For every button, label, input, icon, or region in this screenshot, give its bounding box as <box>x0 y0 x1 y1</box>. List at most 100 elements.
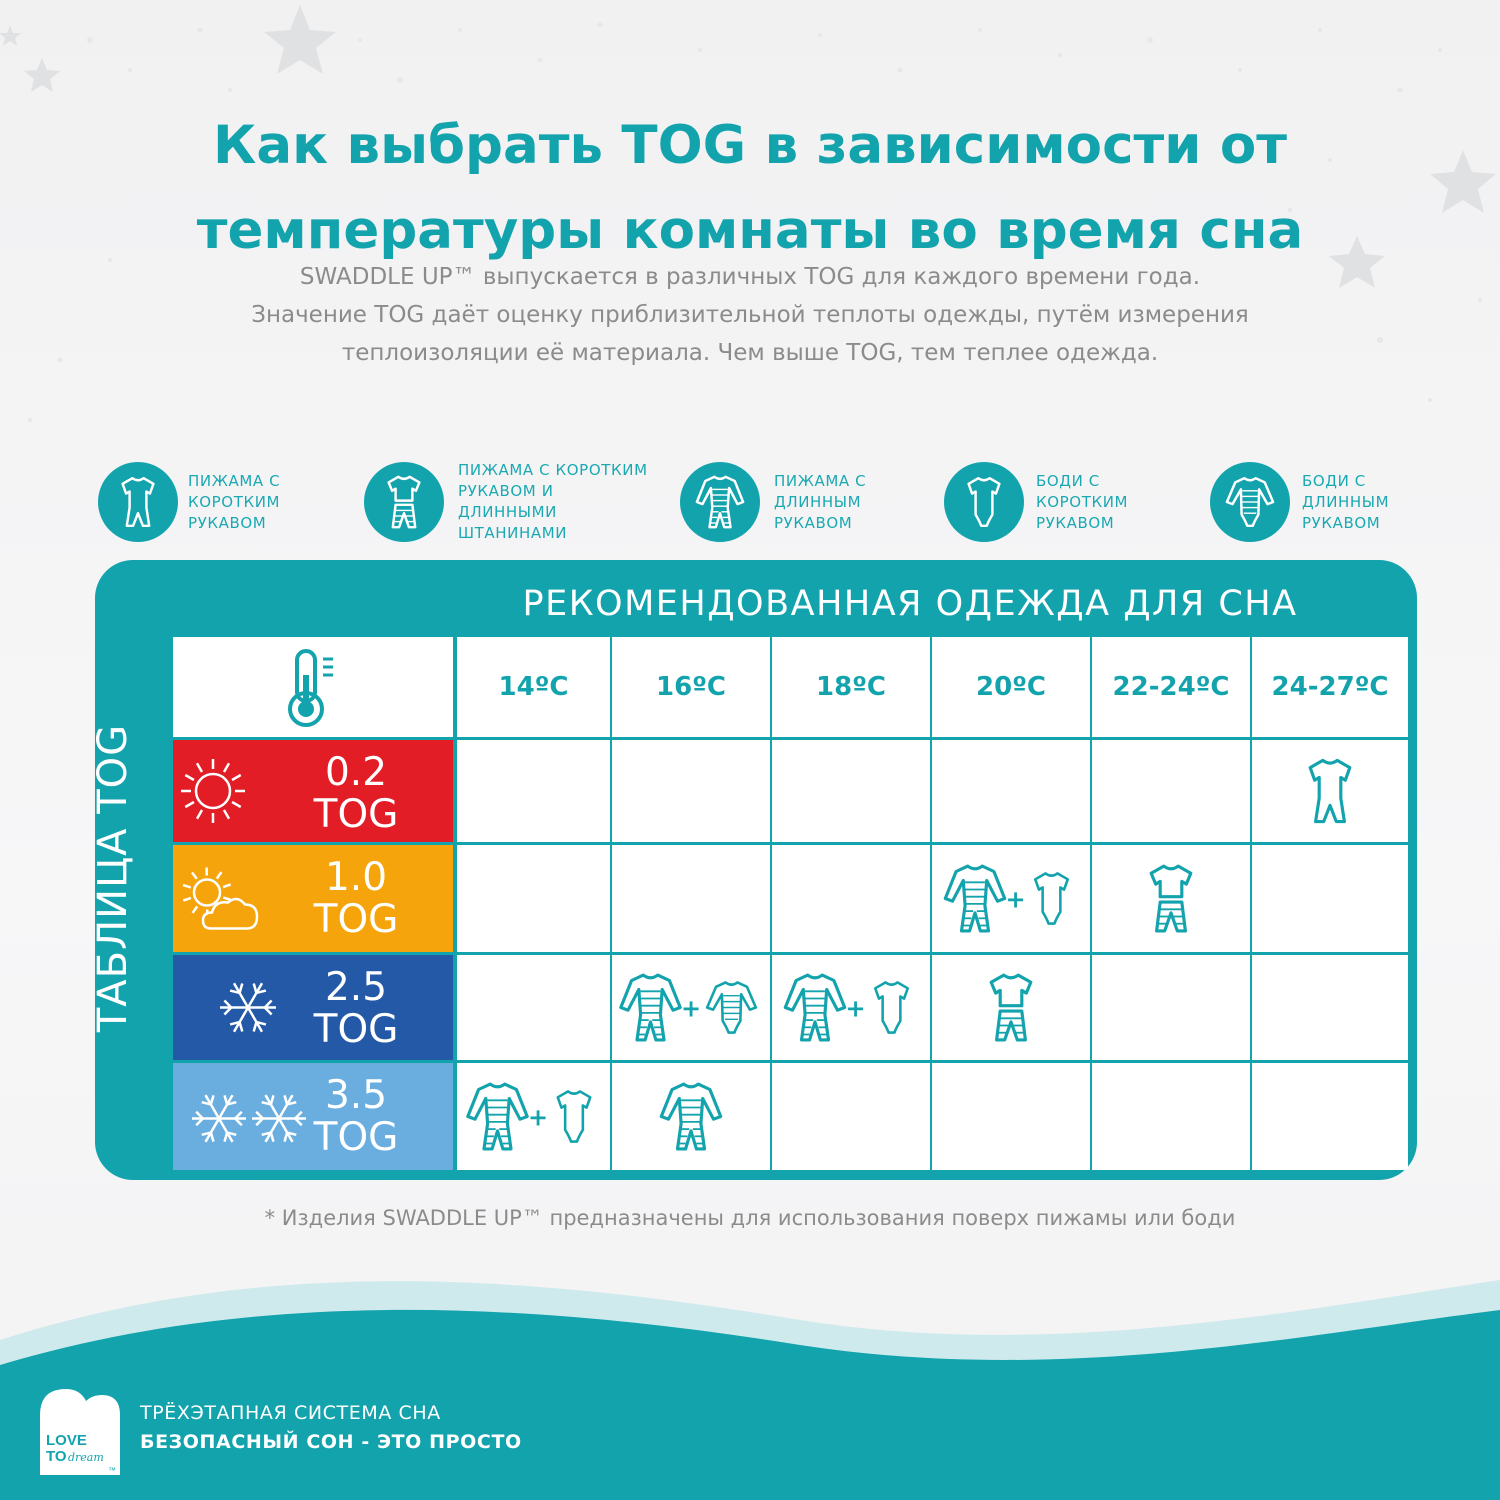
short-sleeve-bodysuit-icon <box>556 1090 592 1143</box>
table-cell <box>457 955 610 1060</box>
tog-unit: TOG <box>313 1007 399 1052</box>
love-to-dream-logo: LOVE TO dream ™ <box>40 1389 120 1475</box>
temperature-header: 16ºC <box>612 637 770 737</box>
table-cell: + <box>457 1063 610 1170</box>
star-icon <box>264 5 336 74</box>
long-sleeve-pajama-icon <box>619 973 682 1042</box>
temperature-header: 20ºC <box>932 637 1090 737</box>
tog-label-0-2: 0.2 TOG <box>173 740 453 842</box>
plus-sign: + <box>845 995 865 1023</box>
legend-label-line: БОДИ С <box>1036 471 1100 490</box>
short-sleeve-bodysuit-icon <box>873 981 910 1034</box>
legend-label: БОДИ С КОРОТКИМ РУКАВОМ <box>1036 462 1128 542</box>
legend-label: ПИЖАМА С КОРОТКИМ РУКАВОМ <box>188 462 280 542</box>
tog-label-1-0: 1.0 TOG <box>173 845 453 952</box>
legend-label-line: БОДИ С <box>1302 471 1366 490</box>
legend-label-line: РУКАВОМ <box>188 513 267 532</box>
logo-text-love: LOVE <box>46 1432 87 1449</box>
logo-tm: ™ <box>108 1466 116 1475</box>
tog-table-panel: РЕКОМЕНДОВАННАЯ ОДЕЖДА ДЛЯ СНА ТАБЛИЦА T… <box>90 560 1417 1180</box>
legend-label-line: ДЛИННЫМ <box>1302 492 1390 511</box>
page-title: Как выбрать TOG в зависимости от темпера… <box>0 98 1500 278</box>
clothing-icons <box>1308 758 1352 824</box>
tog-number: 3.5 <box>324 1073 388 1118</box>
table-cell <box>1252 845 1408 952</box>
footer-tagline-2: БЕЗОПАСНЫЙ СОН - ЭТО ПРОСТО <box>140 1431 522 1453</box>
table-cell <box>1092 1063 1250 1170</box>
long-sleeve-pajama-icon <box>695 475 745 529</box>
logo-text-to: TO <box>46 1448 67 1465</box>
footer-tagline-1: ТРЁХЭТАПНАЯ СИСТЕМА СНА <box>140 1402 441 1424</box>
legend-circle <box>944 462 1024 542</box>
table-cell <box>457 845 610 952</box>
plus-sign: + <box>681 995 701 1023</box>
table-cell: + <box>772 955 930 1060</box>
intro-line-3: теплоизоляции её материала. Чем выше TOG… <box>341 340 1159 366</box>
table-title: РЕКОМЕНДОВАННАЯ ОДЕЖДА ДЛЯ СНА <box>522 584 1298 624</box>
star-icon <box>1430 150 1496 213</box>
romper-short-sleeve-icon <box>1308 758 1352 824</box>
long-sleeve-pajama-icon <box>783 973 847 1042</box>
table-cell: + <box>932 845 1090 952</box>
temperature-header: 14ºC <box>457 637 610 737</box>
legend-label-line: КОРОТКИМ <box>1036 492 1129 511</box>
long-sleeve-pajama-icon <box>659 1082 723 1151</box>
table-cell <box>1252 740 1408 842</box>
logo-text-dream: dream <box>68 1451 104 1464</box>
table-cell <box>457 740 610 842</box>
double-snowflake-icon <box>192 1094 306 1143</box>
clothing-icons: + <box>619 973 758 1042</box>
tog-label-2-5: 2.5 TOG <box>173 955 453 1060</box>
star-icon <box>1329 236 1385 288</box>
legend-circle <box>1210 462 1290 542</box>
legend-label-line: КОРОТКИМ <box>188 492 281 511</box>
clothing-icons <box>659 1082 723 1151</box>
legend-circle <box>98 462 178 542</box>
tog-value: 2.5 TOG <box>301 967 411 1051</box>
intro-line-1: SWADDLE UP™ выпускается в различных TOG … <box>299 264 1201 290</box>
legend-label-line: ПИЖАМА С <box>774 471 867 490</box>
table-cell <box>1092 740 1250 842</box>
temperature-header: 18ºC <box>772 637 930 737</box>
tog-number: 1.0 <box>324 855 388 900</box>
tog-number: 0.2 <box>324 750 388 795</box>
header-thermometer-cell <box>173 637 453 737</box>
star-icon <box>0 25 21 46</box>
long-sleeve-bodysuit-icon <box>1225 476 1275 528</box>
table-cell <box>612 740 770 842</box>
clothing-icons <box>989 973 1033 1042</box>
table-cell <box>932 1063 1090 1170</box>
long-sleeve-pajama-icon <box>943 864 1007 933</box>
clothing-icons: + <box>783 973 910 1042</box>
thermometer-icon <box>288 649 333 727</box>
table-cell: + <box>612 955 770 1060</box>
shirt-and-pants-icon <box>1149 864 1193 933</box>
intro-text: SWADDLE UP™ выпускается в различных TOG … <box>0 258 1500 372</box>
table-cell <box>612 1063 770 1170</box>
plus-sign: + <box>528 1104 548 1132</box>
long-sleeve-pajama-icon <box>466 1082 529 1151</box>
legend-label: ПИЖАМА С ДЛИННЫМ РУКАВОМ <box>774 462 866 542</box>
table-cell <box>932 955 1090 1060</box>
title-line-2: температуры комнаты во время сна <box>196 200 1304 261</box>
tog-number: 2.5 <box>324 965 388 1010</box>
tog-unit: TOG <box>313 792 399 837</box>
footer-wave <box>0 1280 1500 1500</box>
legend-circle <box>680 462 760 542</box>
legend-circle <box>364 462 444 542</box>
legend-label-line: РУКАВОМ <box>1036 513 1115 532</box>
table-cell <box>772 1063 930 1170</box>
tog-unit: TOG <box>313 897 399 942</box>
tog-value: 1.0 TOG <box>301 857 411 941</box>
temperature-header: 22-24ºC <box>1092 637 1250 737</box>
legend-label-line: ШТАНИНАМИ <box>458 524 568 542</box>
title-line-1: Как выбрать TOG в зависимости от <box>213 115 1287 176</box>
legend-label-line: РУКАВОМ <box>774 513 853 532</box>
long-sleeve-bodysuit-icon <box>705 981 758 1034</box>
shirt-and-pants-icon <box>387 475 421 529</box>
tog-value: 3.5 TOG <box>301 1075 411 1159</box>
snowflake-icon <box>220 982 276 1033</box>
clothing-icons: + <box>943 864 1070 933</box>
legend-label: ПИЖАМА С КОРОТКИМ РУКАВОМ И ДЛИННЫМИ ШТА… <box>458 461 648 542</box>
footnote: * Изделия SWADDLE UP™ предназначены для … <box>264 1206 1236 1230</box>
